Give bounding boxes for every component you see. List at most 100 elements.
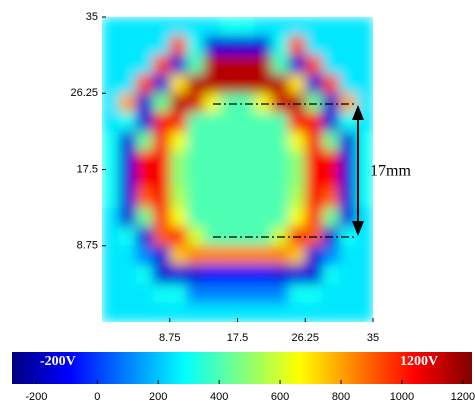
heat-cell [288,169,306,190]
heat-cell [322,283,340,304]
heat-cell [305,264,323,285]
heat-cell [186,302,205,322]
heat-cell [135,283,154,304]
heat-cell [152,245,171,266]
heat-cell [135,150,154,171]
heat-cell [305,283,323,304]
heat-cell [339,150,357,171]
heat-cell [356,302,373,322]
heat-cell [254,36,272,56]
heat-cell [356,226,373,247]
heat-cell [356,55,373,75]
y-tick-label: 35 [86,11,98,23]
heat-cell [271,93,289,113]
heat-cell [152,302,171,322]
heat-cell [220,36,239,56]
heat-cell [152,264,171,285]
heat-cell [152,169,171,190]
heat-cell [288,36,306,56]
heat-cell [102,302,120,322]
heat-cell [254,264,272,285]
heat-cell [220,264,239,285]
heat-cell [118,150,137,171]
heat-cell [169,264,188,285]
x-tick-label: 8.75 [159,332,180,344]
arrow-head [352,105,364,120]
heat-cell [254,93,272,113]
heat-cell [169,36,188,56]
heat-cell [305,93,323,113]
heat-cell [254,245,272,266]
heat-cell [237,207,256,228]
heatmap-area [102,17,373,322]
heat-cell [237,93,256,113]
heat-cell [118,169,137,190]
heat-cell [203,226,222,247]
heat-cell [356,188,373,209]
colorbar-tick-label: 1200 [451,391,475,403]
x-tick-label: 17.5 [227,332,248,344]
heat-cell [288,55,306,75]
heat-cell [169,131,188,152]
heat-cell [186,17,205,37]
heat-cell [152,283,171,304]
heat-cell [203,283,222,304]
heat-cell [254,131,272,152]
heat-cell [271,188,289,209]
heat-cell [305,131,323,152]
heat-cell [102,207,120,228]
heat-cell [254,74,272,94]
heat-cell [203,36,222,56]
heat-cell [339,55,357,75]
heat-cell [135,131,154,152]
heat-cell [152,150,171,171]
heat-cell [186,264,205,285]
heat-cell [118,283,137,304]
heat-cell [135,226,154,247]
x-tick-label: 26.25 [291,332,319,344]
heat-cell [203,131,222,152]
heat-cell [271,131,289,152]
heat-cell [254,188,272,209]
heat-cell [305,112,323,132]
heat-cell [220,169,239,190]
colorbar-tick-label: 600 [271,391,289,403]
heat-cell [220,74,239,94]
heat-cell [305,74,323,94]
heat-cell [186,74,205,94]
heat-cell [271,264,289,285]
heat-cell [118,207,137,228]
colorbar-tick-label: 800 [332,391,350,403]
heat-cell [220,93,239,113]
heat-cell [220,17,239,37]
heat-cell [186,36,205,56]
heat-cell [220,55,239,75]
heat-cell [203,55,222,75]
heat-cell [288,112,306,132]
heat-cell [118,131,137,152]
annotation-layer: 17mm [213,103,411,238]
heat-cell [186,283,205,304]
heat-cell [152,93,171,113]
heat-cell [271,150,289,171]
heat-cell [118,74,137,94]
heat-cell [169,245,188,266]
heat-cell [339,264,357,285]
heat-cell [135,55,154,75]
heat-cell [271,74,289,94]
heat-cell [271,283,289,304]
heatmap [102,17,373,322]
heat-cell [135,264,154,285]
heat-cell [288,207,306,228]
heat-cell [102,55,120,75]
heat-cell [254,17,272,37]
heat-cell [102,188,120,209]
heat-cell [203,93,222,113]
annotation: 17mm [370,163,411,180]
heat-cell [135,36,154,56]
heat-cell [237,112,256,132]
heat-cell [135,17,154,37]
heat-cell [271,169,289,190]
heat-cell [305,36,323,56]
